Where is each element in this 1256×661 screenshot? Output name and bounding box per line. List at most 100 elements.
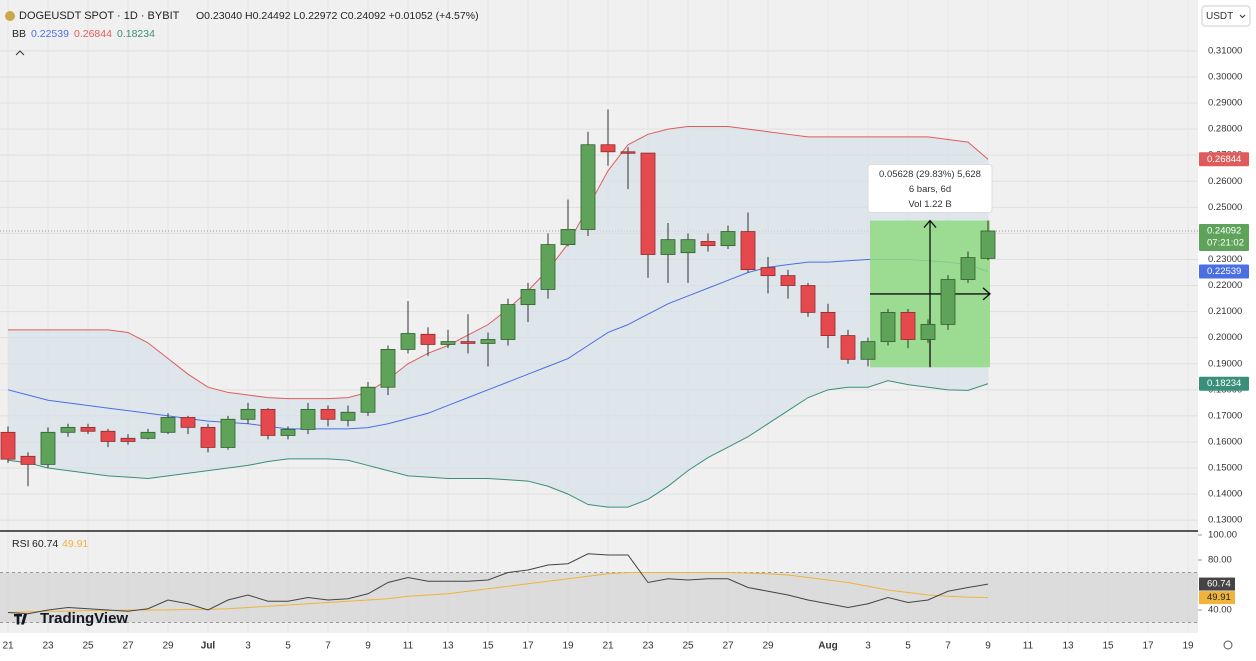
candle-body (700, 241, 716, 247)
x-tick-label: 19 (562, 641, 574, 652)
x-tick-label: 29 (762, 641, 774, 652)
candle-body (960, 257, 976, 280)
candle-body (720, 231, 736, 247)
x-tick-label: 9 (985, 641, 991, 652)
bb-line (7, 258, 989, 430)
dropdown-caret[interactable] (1239, 14, 1246, 19)
logo: TradingView (13, 610, 128, 627)
candle-body (320, 408, 336, 420)
bb-lower-label: 0.18234 (1207, 378, 1241, 389)
x-tick-label: 27 (722, 641, 734, 652)
measure-text: Vol 1.22 B (908, 199, 951, 210)
y-tick-label: 0.17000 (1208, 410, 1242, 421)
y-tick-label: 0.15000 (1208, 463, 1242, 474)
x-tick-label: 21 (2, 641, 14, 652)
collapse-icon (15, 50, 25, 56)
candle-body (280, 429, 296, 436)
candle-body (620, 151, 636, 154)
x-tick-label: Jul (201, 641, 216, 652)
x-tick-label: 13 (442, 641, 454, 652)
candle-body (580, 144, 596, 230)
rsi-value-box (1199, 577, 1235, 591)
x-tick-label: 5 (905, 641, 911, 652)
x-tick-label: 25 (682, 641, 694, 652)
dropdown-label[interactable]: USDT (1206, 11, 1233, 22)
candle-body (520, 289, 536, 305)
x-tick-label: 7 (945, 641, 951, 652)
currency-dropdown[interactable]: USDT (1201, 5, 1251, 27)
y-tick-label: 0.20000 (1208, 332, 1242, 343)
time-axis-panel (0, 633, 1256, 656)
candle-body (660, 239, 676, 255)
bb-legend-value: 0.18234 (117, 28, 155, 40)
y-tick-label: 0.13000 (1208, 515, 1242, 526)
bb-upper-label: 0.26844 (1207, 154, 1241, 165)
last-price-box (1199, 223, 1249, 251)
main-layer: 0.05628 (29.83%) 5,628 6 bars, 6d Vol 1.22… (0, 109, 996, 615)
candle-body (880, 311, 896, 342)
x-tick-label: 11 (1023, 641, 1034, 652)
candle-body (800, 285, 816, 313)
candle-body (460, 341, 476, 344)
candle-body (100, 430, 116, 442)
x-tick-label: 15 (1102, 641, 1114, 652)
dropdown-box[interactable] (1201, 5, 1251, 27)
x-tick-label: 27 (122, 641, 134, 652)
candle-body (400, 333, 416, 350)
y-tick-label: 0.14000 (1208, 489, 1242, 500)
candle-body (440, 341, 456, 345)
rsi-line (7, 553, 989, 615)
x-tick-label: 23 (42, 641, 54, 652)
x-tick-label: 21 (602, 641, 614, 652)
y-tick-label: 0.19000 (1208, 358, 1242, 369)
coin-icon (5, 11, 15, 21)
x-tick-label: Aug (818, 641, 837, 652)
rsi-tick-label: 40.00 (1208, 605, 1232, 616)
y-tick-label: 0.16000 (1208, 436, 1242, 447)
candle-body (380, 349, 396, 388)
candle-body (940, 279, 956, 325)
candle-body (540, 244, 556, 290)
candle-body (200, 426, 216, 448)
rsi-value-box (1199, 591, 1235, 605)
x-tick-label: 5 (285, 641, 291, 652)
candle-body (340, 411, 356, 421)
bb-legend-value: 0.26844 (74, 28, 112, 40)
candle-body (740, 231, 756, 271)
candle-body (920, 323, 936, 340)
measure-arrowhead (923, 219, 937, 228)
candle-body (840, 335, 856, 360)
x-tick-label: 19 (1182, 641, 1194, 652)
price-axis-panel (1198, 0, 1256, 656)
y-tick-label: 0.29000 (1208, 98, 1242, 109)
candle-body (680, 239, 696, 254)
candle-body (420, 333, 436, 345)
candle-body (360, 386, 376, 413)
ohlc-summary: O0.23040 H0.24492 L0.22972 C0.24092 +0.0… (196, 10, 479, 22)
x-tick-label: 3 (245, 641, 251, 652)
measure-text: 6 bars, 6d (909, 184, 951, 195)
chart-title: DOGEUSDT SPOT · 1D · BYBIT (19, 10, 180, 22)
x-tick-label: 9 (365, 641, 371, 652)
candle-body (80, 426, 96, 432)
y-tick-label: 0.25000 (1208, 202, 1242, 213)
candle-body (980, 230, 996, 259)
bb-lower-label-box (1199, 376, 1249, 391)
countdown: 07:21:02 (1207, 238, 1244, 249)
y-tick-label: 0.23000 (1208, 254, 1242, 265)
y-tick-label: 0.21000 (1208, 306, 1242, 317)
candle-body (900, 311, 916, 340)
bb-line (7, 380, 989, 508)
x-tick-label: 15 (482, 641, 494, 652)
settings-icon[interactable] (1223, 640, 1233, 650)
candle-body (820, 311, 836, 336)
candle-body (300, 408, 316, 430)
candle-body (640, 152, 656, 255)
rsi-line (7, 572, 989, 613)
x-tick-label: 17 (522, 641, 534, 652)
candle-body (220, 418, 236, 448)
candle-body (260, 408, 276, 436)
x-tick-label: 29 (162, 641, 174, 652)
